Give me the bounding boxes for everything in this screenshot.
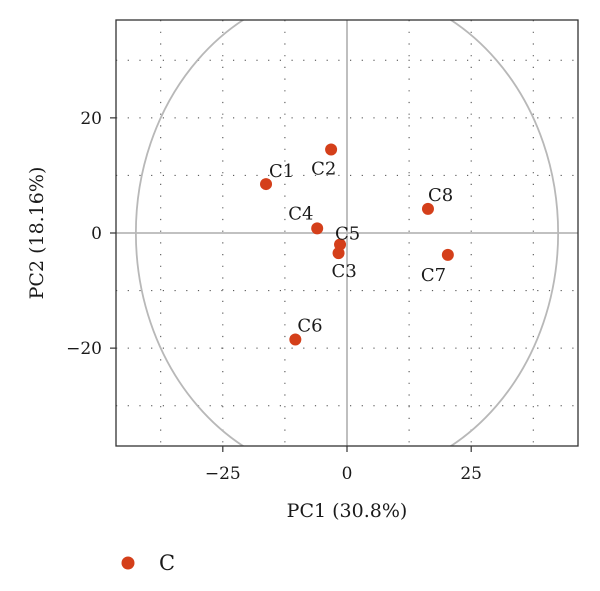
point-label-c8: C8	[428, 185, 453, 206]
data-point-c6	[289, 333, 302, 346]
legend: C	[121, 551, 175, 575]
x-tick-label: −25	[205, 464, 241, 484]
x-axis-title: PC1 (30.8%)	[287, 500, 408, 522]
legend-label-c: C	[159, 551, 175, 575]
data-point-c1	[260, 178, 273, 191]
y-axis-title: PC2 (18.16%)	[26, 167, 48, 300]
grid-lines	[116, 20, 578, 446]
point-label-c2: C2	[311, 159, 336, 180]
data-point-c5	[334, 238, 347, 251]
zero-axis-lines	[116, 20, 578, 446]
x-tick-label: 0	[342, 464, 353, 484]
point-label-c6: C6	[297, 316, 322, 337]
y-tick-label: 20	[80, 109, 102, 129]
data-point-c7	[441, 248, 454, 261]
point-label-c7: C7	[421, 265, 446, 286]
point-label-c5: C5	[335, 224, 360, 245]
point-label-c4: C4	[288, 203, 313, 224]
data-point-c2	[325, 143, 338, 156]
point-labels: C1 C2 C3 C4 C5 C6 C7 C8	[269, 159, 453, 337]
legend-marker-c	[121, 556, 135, 570]
axis-ticks: −25 0 25 −20 0 20	[66, 109, 482, 484]
data-point-c4	[311, 222, 324, 235]
x-tick-label: 25	[460, 464, 482, 484]
point-label-c1: C1	[269, 161, 294, 182]
point-label-c3: C3	[332, 261, 357, 282]
data-points	[260, 143, 454, 346]
y-tick-label: 0	[91, 224, 102, 244]
data-point-c8	[421, 202, 434, 215]
y-tick-label: −20	[66, 339, 102, 359]
